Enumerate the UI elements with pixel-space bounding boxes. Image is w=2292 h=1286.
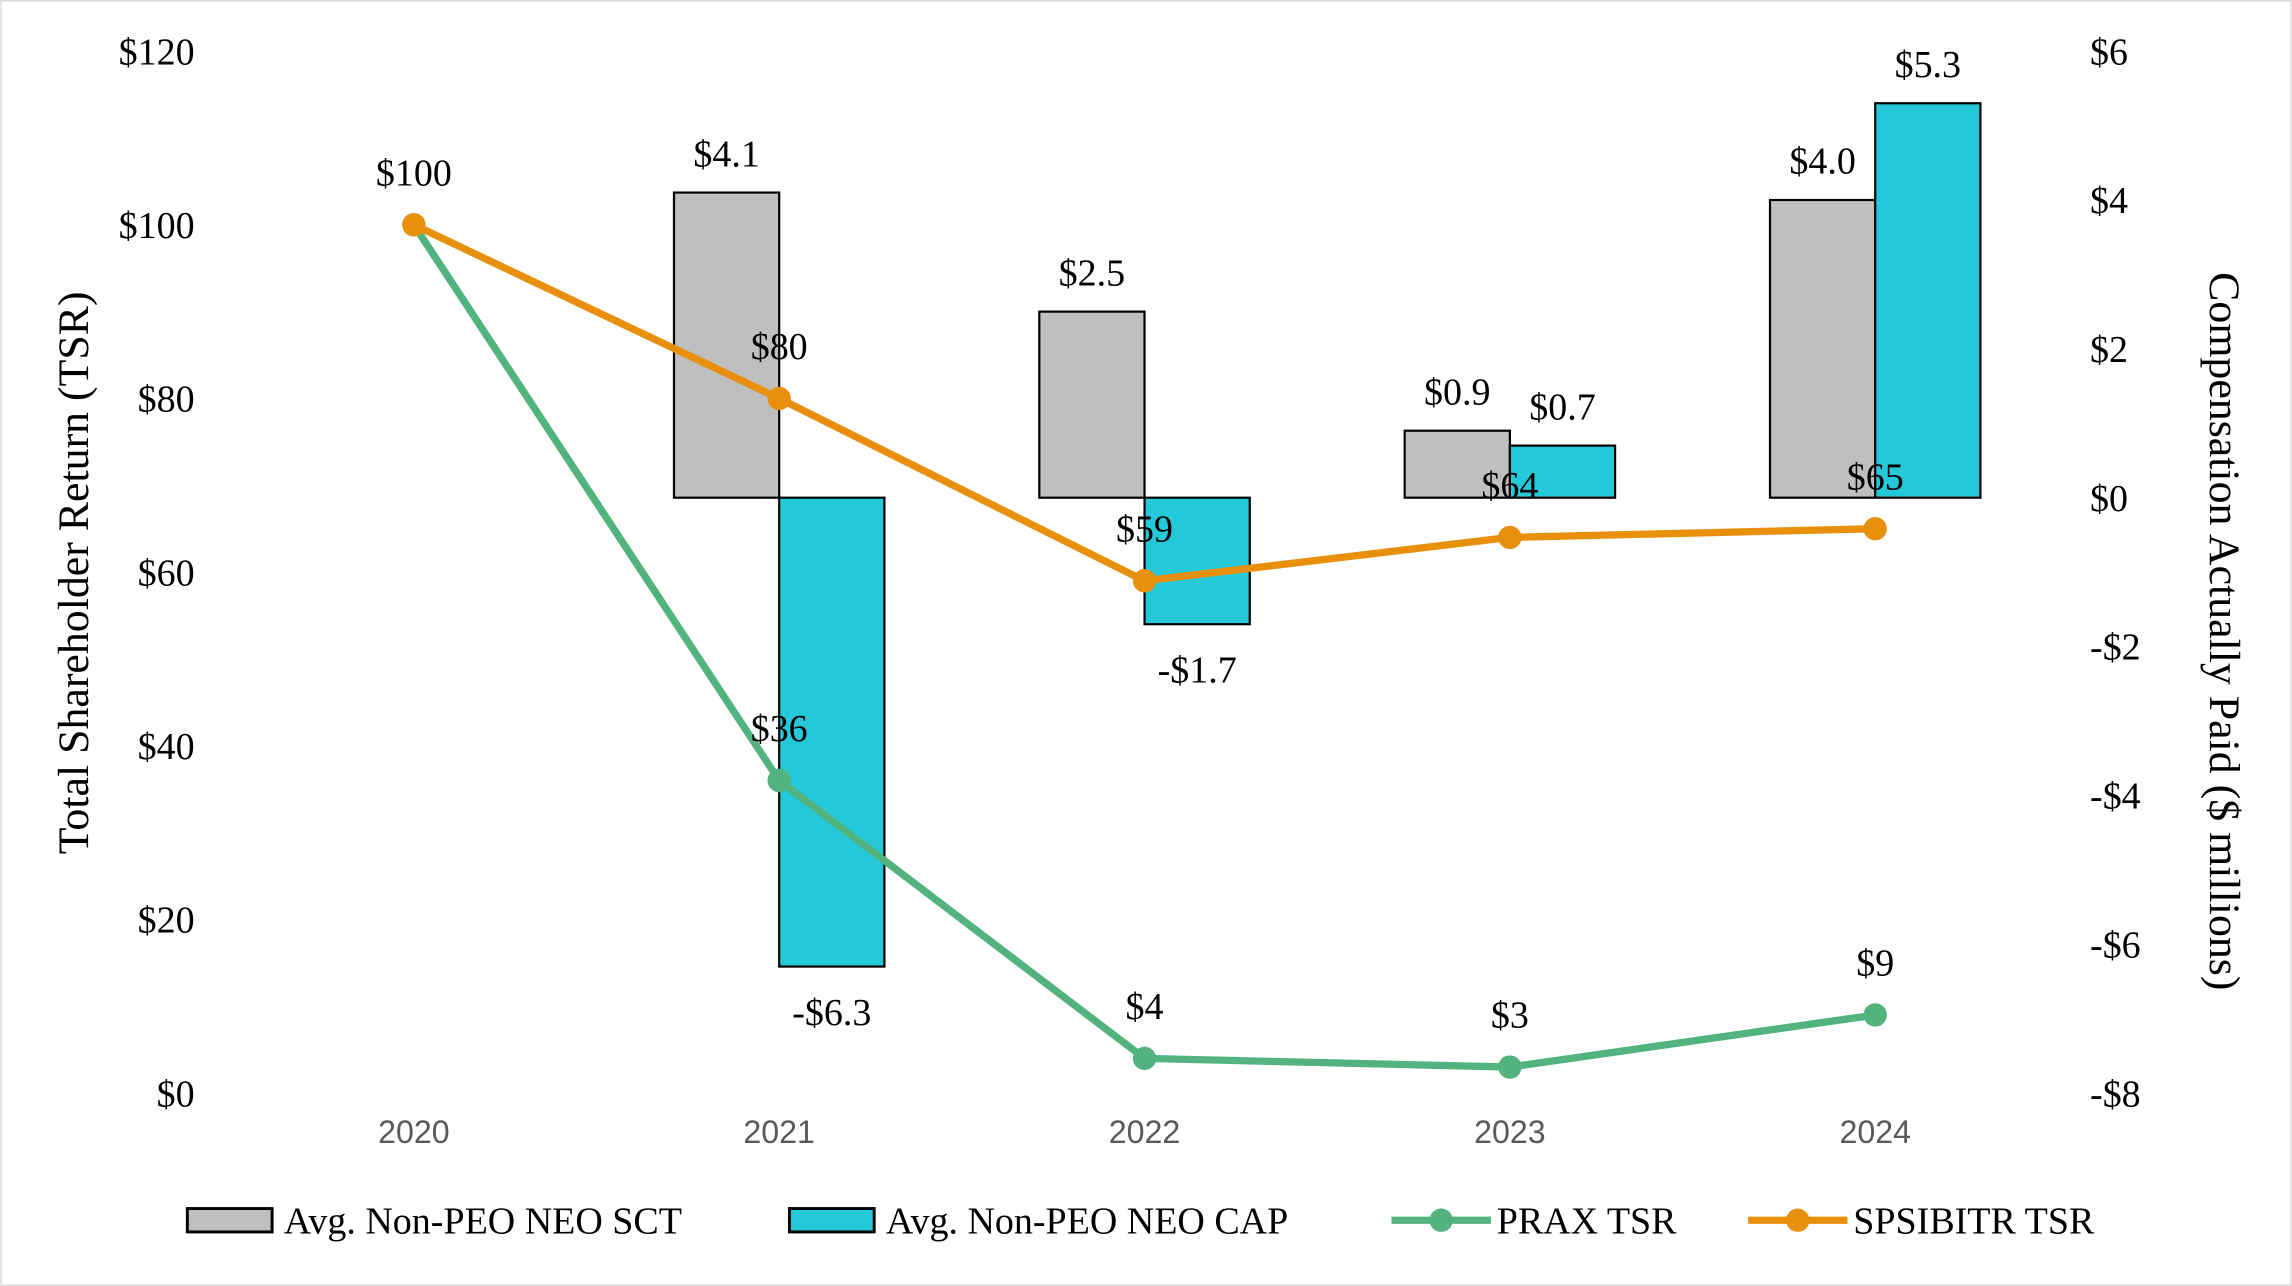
bar-sct (1403, 429, 1511, 499)
right-tick-label: -$2 (2090, 627, 2141, 669)
line-point (767, 386, 791, 411)
line-point (767, 768, 791, 793)
bar-sct (1768, 198, 1877, 499)
bar-data-label: $5.3 (1895, 44, 1961, 86)
line-data-label: $100 (376, 152, 452, 194)
x-tick-label: 2022 (1109, 1114, 1181, 1150)
x-tick-label: 2024 (1839, 1114, 1911, 1150)
line-data-label: $65 (1847, 456, 1904, 498)
line-point (1863, 1003, 1887, 1027)
x-tick-label: 2021 (743, 1114, 815, 1150)
line-data-label: $9 (1856, 942, 1894, 984)
right-tick-label: -$4 (2090, 776, 2141, 818)
right-tick-label: -$6 (2090, 924, 2141, 966)
line-point (1132, 569, 1157, 593)
line-point (1498, 525, 1522, 550)
line-point (1498, 1055, 1522, 1079)
bar-data-label: -$1.7 (1158, 650, 1237, 692)
x-tick-label: 2020 (378, 1114, 450, 1150)
left-tick-label: $0 (157, 1073, 195, 1115)
bar-cap (778, 496, 886, 968)
legend-marker (1429, 1208, 1453, 1232)
bar-data-label: $2.5 (1059, 252, 1125, 294)
left-tick-label: $60 (138, 552, 195, 594)
bar-sct (672, 191, 781, 499)
legend-label: SPSIBITR TSR (1853, 1200, 2095, 1242)
legend-label: Avg. Non-PEO NEO CAP (886, 1200, 1288, 1242)
line-data-label: $36 (751, 708, 808, 750)
bar-data-label: $4.0 (1789, 141, 1855, 183)
right-tick-label: $0 (2090, 478, 2128, 520)
bar-data-label: $0.7 (1529, 386, 1595, 428)
left-tick-label: $100 (119, 205, 195, 247)
right-tick-label: $2 (2090, 329, 2128, 371)
bar-cap (1874, 102, 1982, 499)
line-data-label: $3 (1491, 995, 1529, 1037)
bar-sct (1038, 310, 1146, 499)
bar-data-label: $4.1 (693, 133, 759, 175)
right-tick-label: $6 (2090, 31, 2128, 73)
legend-swatch (185, 1207, 274, 1234)
legend-label: Avg. Non-PEO NEO SCT (284, 1200, 682, 1242)
line-data-label: $59 (1116, 508, 1173, 550)
right-tick-label: -$8 (2090, 1073, 2141, 1115)
line-point (402, 213, 426, 237)
bar-data-label: -$6.3 (792, 992, 871, 1034)
left-tick-label: $80 (138, 379, 195, 421)
bar-cap (1143, 496, 1251, 626)
right-axis-title: Compensation Actually Paid ($ millions) (2200, 272, 2248, 990)
legend: Avg. Non-PEO NEO SCT Avg. Non-PEO NEO CAP… (185, 1200, 2095, 1242)
left-tick-label: $120 (119, 31, 195, 73)
line-point (1863, 517, 1887, 541)
legend-label: PRAX TSR (1497, 1200, 1677, 1242)
bar-data-label: $0.9 (1424, 371, 1490, 413)
left-axis-title: Total Shareholder Return (TSR) (50, 291, 98, 854)
bar-cap (1508, 444, 1617, 499)
left-tick-label: $20 (138, 900, 195, 942)
legend-swatch (787, 1207, 876, 1234)
line-data-label: $4 (1126, 986, 1164, 1028)
right-tick-label: $4 (2090, 180, 2128, 222)
legend-marker (1786, 1208, 1810, 1232)
line-point (1132, 1046, 1157, 1071)
x-tick-label: 2023 (1474, 1114, 1546, 1150)
left-tick-label: $40 (138, 726, 195, 768)
line-data-label: $80 (751, 326, 808, 368)
line-data-label: $64 (1481, 465, 1538, 507)
